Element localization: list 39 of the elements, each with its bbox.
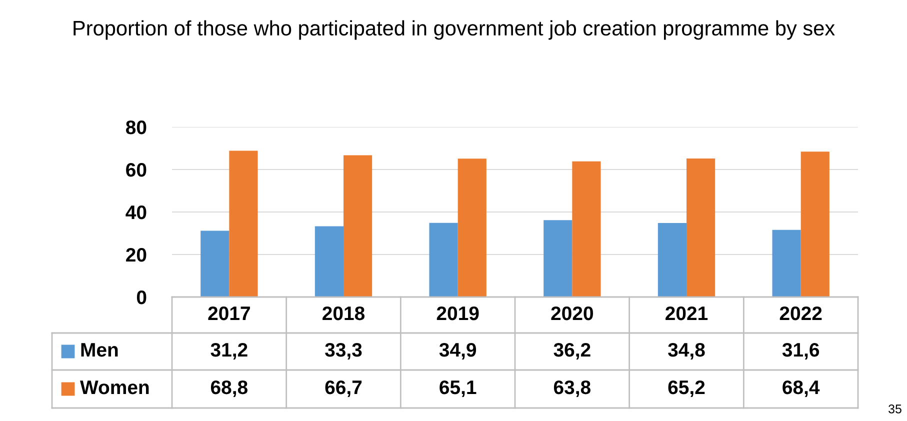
y-tick-label: 60	[126, 162, 146, 177]
data-label: 65,2	[668, 380, 705, 398]
y-tick-label: 40	[126, 205, 146, 220]
bar	[458, 158, 486, 297]
bar	[544, 220, 572, 297]
bar	[686, 158, 716, 297]
bar	[314, 226, 344, 297]
data-label: 34,8	[668, 342, 705, 360]
y-tick-label: 0	[136, 290, 146, 304]
x-tick-label: 2017	[208, 306, 250, 320]
x-tick-label: 2022	[780, 306, 822, 320]
data-label: 34,9	[439, 342, 476, 360]
data-label: 68,4	[782, 380, 820, 398]
data-label: 63,8	[554, 380, 590, 398]
data-label: 68,8	[210, 380, 248, 398]
x-tick-label: 2019	[436, 306, 479, 320]
bar	[572, 161, 601, 297]
bar	[800, 152, 830, 297]
text: 35	[888, 404, 902, 414]
bar	[229, 150, 258, 297]
data-label: 36,2	[554, 342, 590, 360]
data-label: 31,6	[782, 342, 820, 360]
x-tick-label: 2018	[322, 306, 365, 320]
y-tick-label: 20	[126, 248, 146, 262]
x-tick-label: 2020	[551, 306, 593, 320]
y-tick-label: 80	[126, 120, 146, 134]
data-label: 31,2	[210, 342, 248, 360]
data-label: 66,7	[325, 380, 362, 398]
x-tick-label: 2021	[666, 306, 708, 320]
legend-label: Men	[81, 343, 118, 357]
bar	[772, 230, 801, 297]
chart-title: Proportion of those who participated in government job creation programme by sex	[74, 20, 835, 40]
bar	[658, 223, 686, 297]
data-label: 65,1	[440, 380, 476, 398]
data-label: 33,3	[325, 342, 362, 360]
bar	[344, 155, 372, 297]
bar	[429, 222, 458, 297]
legend-label: Women	[80, 380, 149, 394]
bar	[200, 230, 230, 297]
